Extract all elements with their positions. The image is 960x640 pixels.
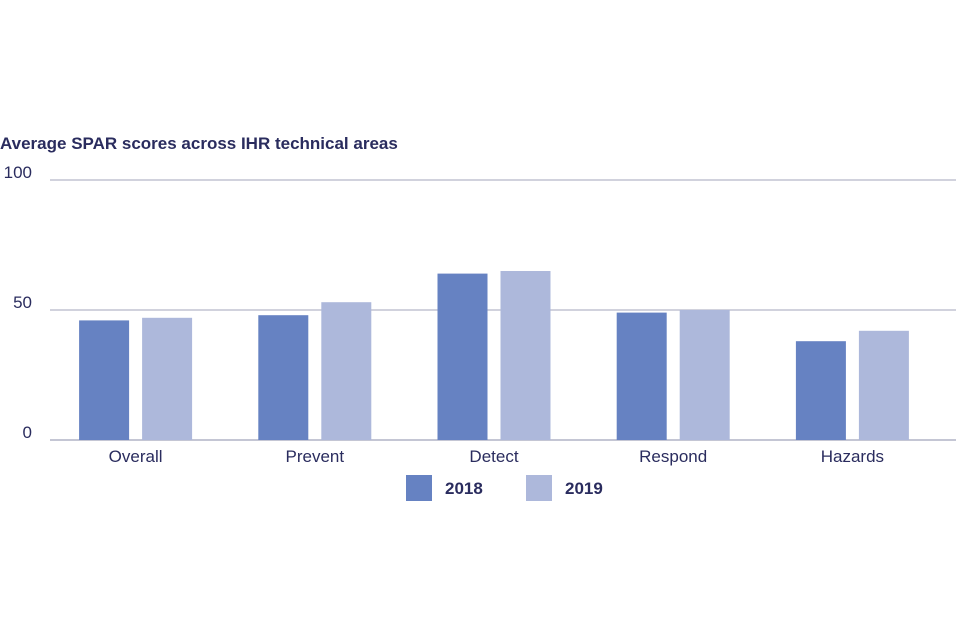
y-tick-label-100: 100	[4, 163, 32, 182]
label-layer: 0 50 100 Overall Prevent Detect Respond Hazards	[4, 163, 884, 466]
legend-label-2018: 2018	[445, 479, 483, 498]
x-tick-label-overall: Overall	[109, 447, 163, 466]
chart-title: Average SPAR scores across IHR technical…	[0, 134, 398, 153]
bar-hazards-2018[interactable]	[795, 341, 846, 440]
bar-overall-2019[interactable]	[142, 317, 193, 440]
bar-prevent-2018[interactable]	[258, 315, 309, 440]
x-tick-label-detect: Detect	[469, 447, 518, 466]
bar-hazards-2019[interactable]	[858, 330, 909, 440]
bar-respond-2018[interactable]	[616, 312, 667, 440]
x-tick-label-prevent: Prevent	[286, 447, 345, 466]
legend-swatch-2019	[526, 475, 552, 501]
bar-respond-2019[interactable]	[679, 310, 730, 440]
legend-swatch-2018	[406, 475, 432, 501]
bar-overall-2018[interactable]	[79, 320, 130, 440]
y-tick-label-0: 0	[23, 423, 32, 442]
legend-layer: 2018 2019	[406, 475, 603, 501]
bar-layer	[79, 271, 909, 440]
bar-prevent-2019[interactable]	[321, 302, 372, 440]
y-tick-label-50: 50	[13, 293, 32, 312]
legend-label-2019: 2019	[565, 479, 603, 498]
bar-detect-2018[interactable]	[437, 273, 488, 440]
x-tick-label-respond: Respond	[639, 447, 707, 466]
x-tick-label-hazards: Hazards	[821, 447, 884, 466]
bar-detect-2019[interactable]	[500, 271, 551, 440]
